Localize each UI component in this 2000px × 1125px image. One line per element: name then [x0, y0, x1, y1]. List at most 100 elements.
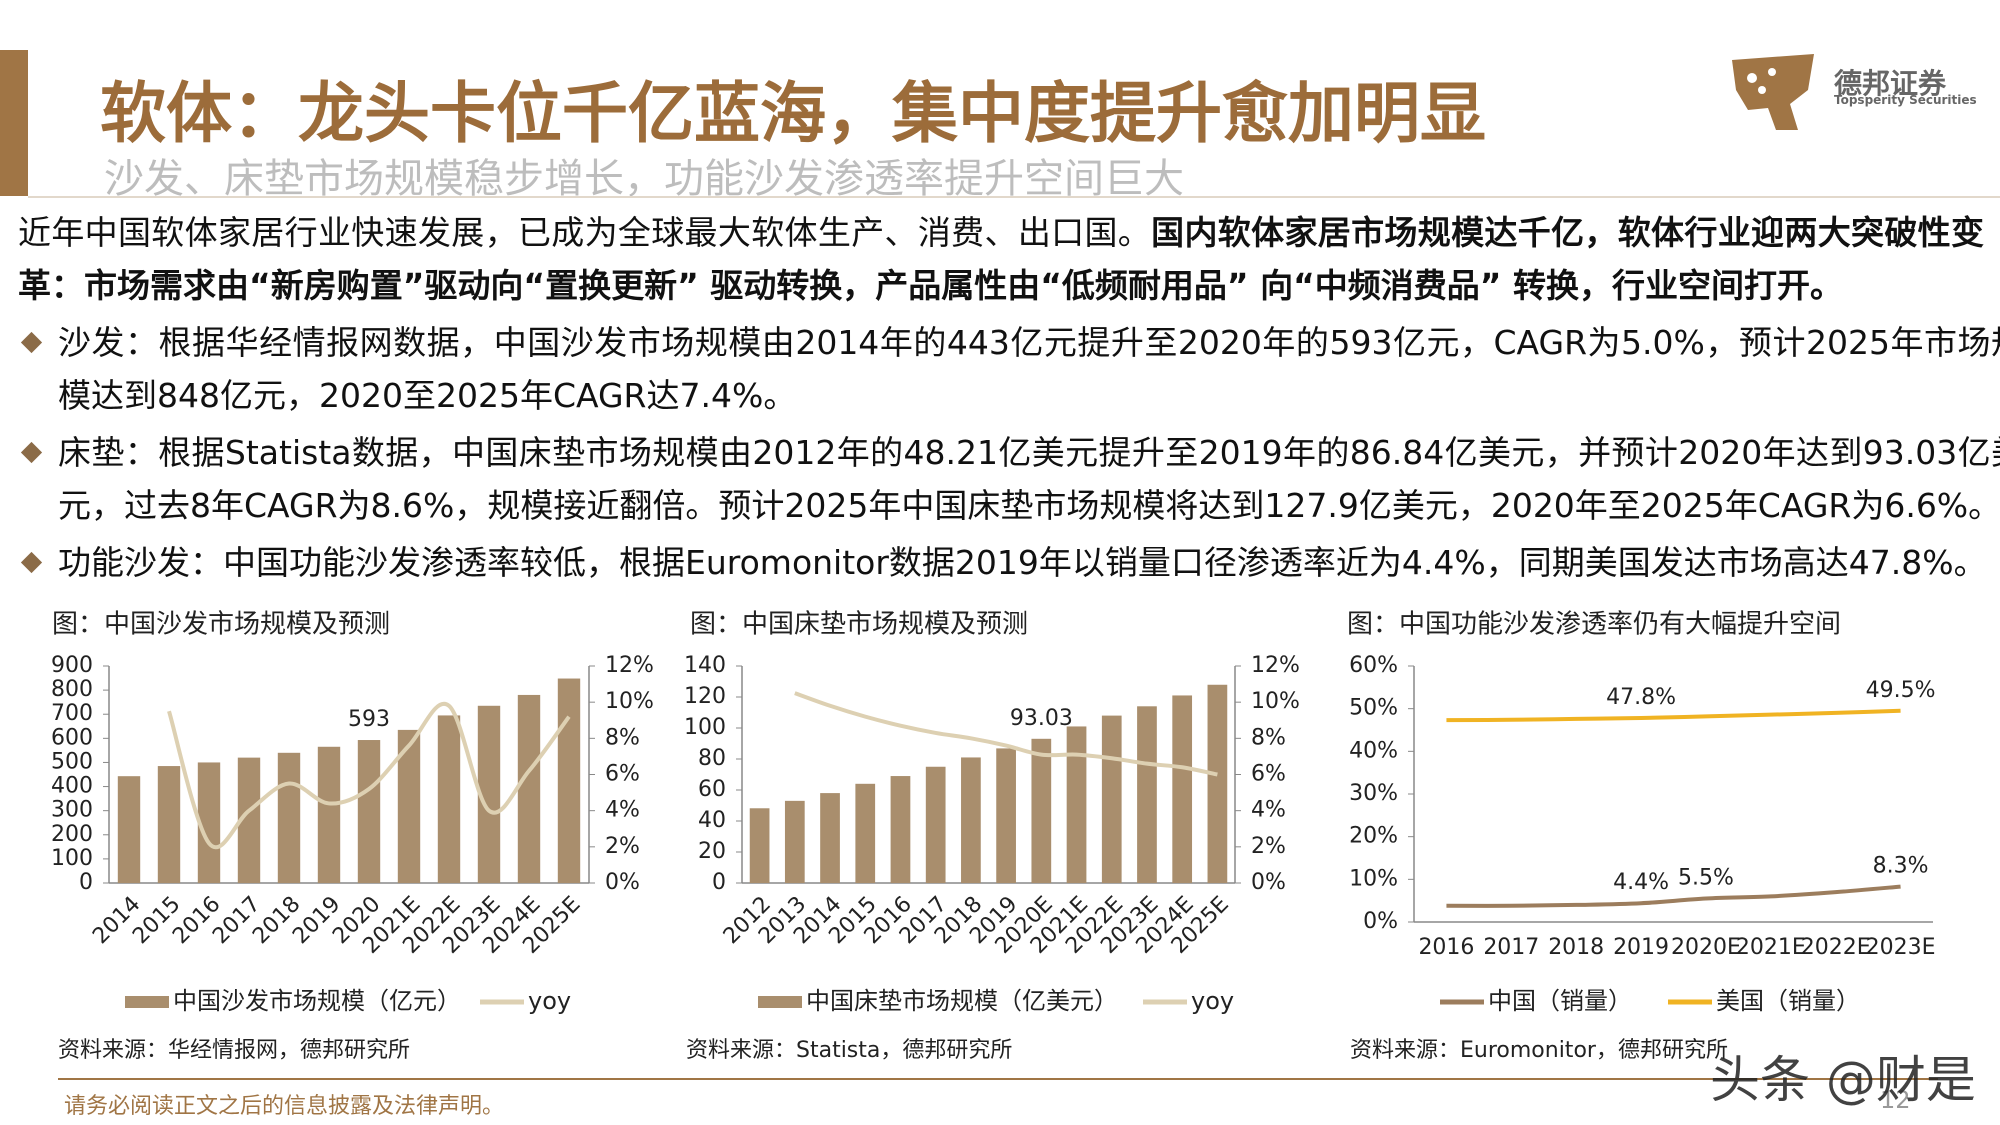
bullet-text: 沙发：根据华经情报网数据，中国沙发市场规模由2014年的443亿元提升至2020…	[58, 323, 2000, 415]
legend-label: 中国（销量）	[1488, 987, 1632, 1015]
y-tick-label: 30%	[1349, 781, 1398, 806]
bar	[157, 766, 181, 883]
y2-tick-label: 0%	[605, 870, 640, 895]
bar	[820, 793, 840, 883]
chart-title: 图：中国床垫市场规模及预测	[690, 610, 1028, 640]
data-label: 49.5%	[1866, 678, 1936, 703]
y-tick-label: 300	[51, 798, 93, 823]
legend-label: 美国（销量）	[1716, 987, 1860, 1015]
chart-title: 图：中国功能沙发渗透率仍有大幅提升空间	[1347, 610, 1841, 640]
y-tick-label: 0%	[1363, 909, 1398, 934]
chart-source: 资料来源：华经情报网，德邦研究所	[58, 1038, 410, 1063]
legend-label: yoy	[1191, 987, 1234, 1015]
bullet: 沙发：根据华经情报网数据，中国沙发市场规模由2014年的443亿元提升至2020…	[18, 316, 2000, 422]
y-tick-label: 800	[51, 677, 93, 702]
bar	[117, 776, 141, 883]
y2-tick-label: 10%	[1251, 689, 1300, 714]
bar	[925, 766, 946, 883]
legend-label: 中国沙发市场规模（亿元）	[173, 987, 461, 1015]
y-tick-label: 40	[698, 808, 726, 833]
watermark: 头条 @财是	[1710, 1051, 1976, 1109]
logo-icon	[1732, 54, 1814, 130]
y-tick-label: 0	[79, 870, 93, 895]
chart-source: 资料来源：Euromonitor，德邦研究所	[1350, 1038, 1728, 1063]
y-tick-label: 100	[51, 846, 93, 871]
legend-label: 中国床垫市场规模（亿美元）	[806, 987, 1118, 1015]
y2-tick-label: 0%	[1251, 870, 1286, 895]
bar	[357, 740, 381, 883]
intro-text: 近年中国软体家居行业快速发展，已成为全球最大软体生产、消费、出口国。	[18, 213, 1152, 252]
x-tick-label: 2021E	[1736, 935, 1806, 960]
y-tick-label: 900	[51, 653, 93, 678]
slide-title: 软体：龙头卡位千亿蓝海，集中度提升愈加明显	[100, 75, 1486, 152]
x-tick-label: 2017	[1483, 935, 1539, 960]
data-label: 47.8%	[1606, 685, 1676, 710]
legend-swatch	[758, 996, 802, 1008]
y-tick-label: 10%	[1349, 866, 1398, 891]
bar	[855, 783, 876, 883]
data-label: 4.4%	[1613, 870, 1669, 895]
chart-title: 图：中国沙发市场规模及预测	[52, 610, 390, 640]
y-tick-label: 100	[684, 715, 726, 740]
y-tick-label: 500	[51, 749, 93, 774]
data-label: 8.3%	[1873, 854, 1929, 879]
y2-tick-label: 2%	[1251, 834, 1286, 859]
y-tick-label: 600	[51, 725, 93, 750]
y-tick-label: 40%	[1349, 738, 1398, 763]
bar	[961, 757, 981, 883]
bar	[1207, 684, 1228, 883]
y2-tick-label: 12%	[1251, 653, 1300, 678]
intro-bold: 国内软体家居市场规模达千亿，软体行业迎两大突破性变革：市场需求由“新房购置”驱动…	[18, 213, 1985, 305]
bar	[996, 748, 1016, 883]
bullet: 床垫：根据Statista数据，中国床垫市场规模由2012年的48.21亿美元提…	[18, 426, 2000, 532]
bar	[557, 678, 581, 883]
y-tick-label: 80	[698, 746, 726, 771]
header-bar	[0, 50, 28, 196]
y2-tick-label: 8%	[1251, 725, 1286, 750]
y2-tick-label: 10%	[605, 689, 654, 714]
y-tick-label: 60%	[1349, 653, 1398, 678]
data-label: 5.5%	[1678, 866, 1734, 891]
bar	[237, 757, 261, 883]
bar	[1172, 695, 1193, 883]
y-tick-label: 400	[51, 774, 93, 799]
legend-label: yoy	[528, 987, 571, 1015]
y2-tick-label: 8%	[605, 725, 640, 750]
bullet-text: 床垫：根据Statista数据，中国床垫市场规模由2012年的48.21亿美元提…	[58, 433, 2000, 525]
bar	[477, 705, 501, 883]
bar	[197, 762, 221, 883]
y-tick-label: 60	[698, 777, 726, 802]
bar	[1101, 715, 1122, 883]
y-tick-label: 0	[712, 870, 726, 895]
line	[1446, 884, 1901, 908]
bar	[1137, 706, 1157, 883]
y2-tick-label: 2%	[605, 834, 640, 859]
x-tick-label: 2022E	[1801, 935, 1871, 960]
bar	[890, 776, 911, 883]
legend-swatch	[125, 996, 169, 1008]
y-tick-label: 120	[684, 684, 726, 709]
x-tick-label: 2018	[1548, 935, 1604, 960]
x-tick-label: 2023E	[1866, 935, 1936, 960]
bar	[277, 752, 301, 883]
bullet-text: 功能沙发：中国功能沙发渗透率较低，根据Euromonitor数据2019年以销量…	[58, 543, 1987, 582]
bar	[784, 800, 805, 883]
data-label: 93.03	[1010, 706, 1073, 731]
bar	[437, 715, 461, 883]
y2-tick-label: 4%	[605, 798, 640, 823]
y-tick-label: 50%	[1349, 696, 1398, 721]
y2-tick-label: 4%	[1251, 798, 1286, 823]
x-tick-label: 2016	[1418, 935, 1474, 960]
y2-tick-label: 6%	[605, 762, 640, 787]
x-tick-label: 2019	[1613, 935, 1669, 960]
y-tick-label: 20	[698, 839, 726, 864]
y2-tick-label: 12%	[605, 653, 654, 678]
page-number: 12	[1880, 1086, 1911, 1114]
y-tick-label: 200	[51, 822, 93, 847]
bar	[317, 746, 341, 883]
logo-name: 德邦证券	[1834, 67, 1947, 100]
y-tick-label: 700	[51, 701, 93, 726]
line	[794, 691, 1218, 777]
